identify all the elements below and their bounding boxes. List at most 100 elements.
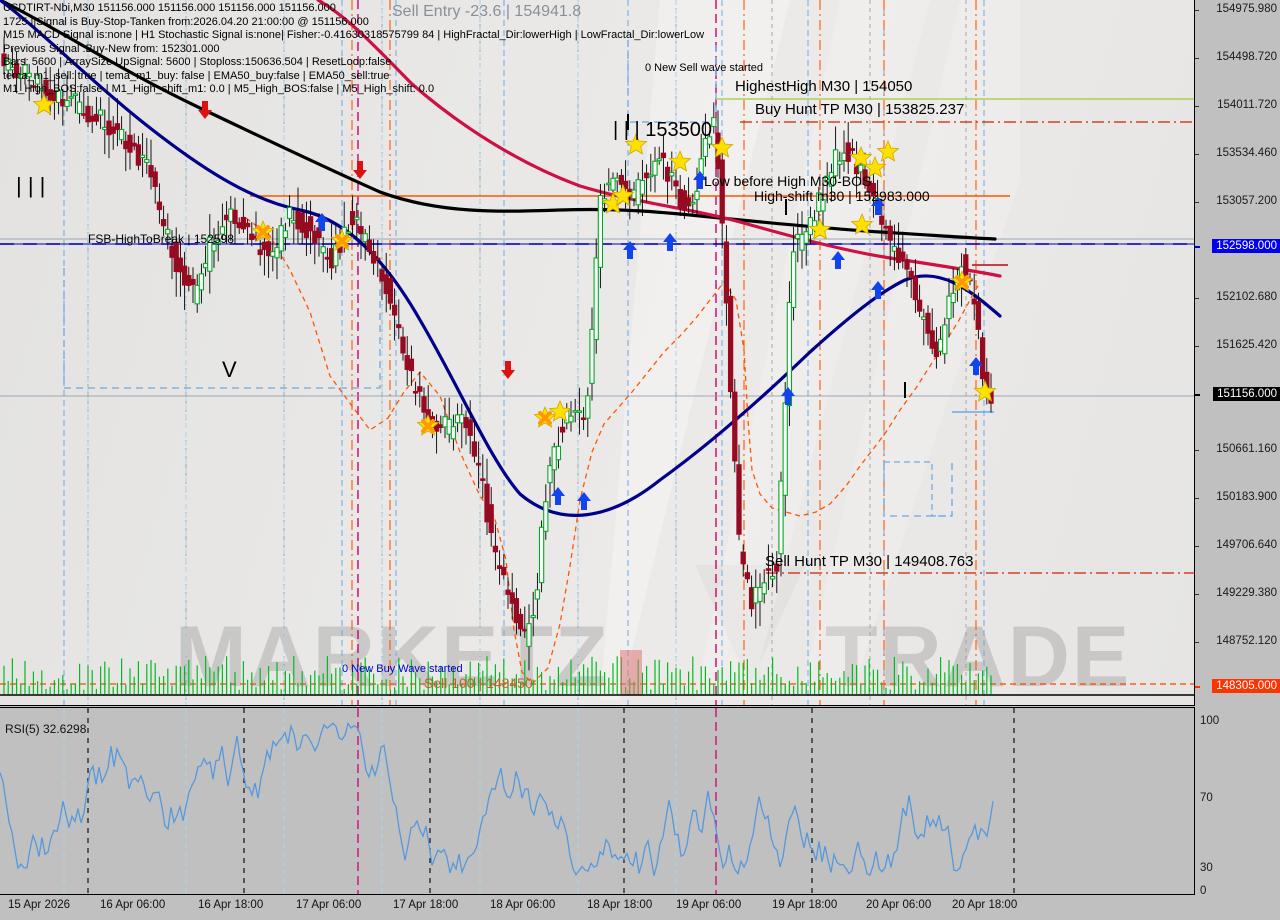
annotation-new-buy-wave: 0 New Buy Wave started bbox=[342, 663, 463, 675]
arrow-up-icon bbox=[969, 357, 983, 375]
price-tick-label: 151625.420 bbox=[1216, 339, 1277, 351]
arrow-up-icon bbox=[693, 171, 707, 189]
star-marker-icon bbox=[850, 212, 874, 235]
price-chart-pane[interactable]: MARKETZ TRADE bbox=[0, 0, 1194, 706]
watermark-text-suffix: TRADE bbox=[825, 609, 1132, 705]
info-line-0: USDTIRT-Nbi,M30 151156.000 151156.000 15… bbox=[3, 2, 336, 14]
time-tick-label: 15 Apr 2026 bbox=[8, 899, 71, 911]
time-tick-label: 16 Apr 18:00 bbox=[198, 899, 264, 911]
time-tick-label: 17 Apr 06:00 bbox=[296, 899, 362, 911]
price-tick-mark bbox=[1195, 346, 1199, 347]
arrow-down-icon bbox=[353, 161, 367, 179]
price-tick-mark bbox=[1195, 594, 1199, 595]
cross-marker-icon bbox=[421, 419, 435, 433]
price-tick-label: 150661.160 bbox=[1216, 443, 1277, 455]
chart-info-header: USDTIRT-Nbi,M30 151156.000 151156.000 15… bbox=[3, 2, 704, 97]
price-badge-tick bbox=[1195, 246, 1200, 248]
arrow-down-icon bbox=[198, 101, 212, 119]
arrow-up-icon bbox=[871, 197, 885, 215]
arrow-up-icon bbox=[831, 251, 845, 269]
sell-entry-label: Sell Entry -23.6 | 154941.8 bbox=[392, 3, 582, 20]
star-marker-icon bbox=[32, 92, 56, 115]
arrow-up-icon bbox=[315, 213, 329, 231]
time-tick-label: 17 Apr 18:00 bbox=[393, 899, 459, 911]
price-axis[interactable]: 154975.980 154498.720 154011.720 153534.460… bbox=[1194, 0, 1280, 706]
rsi-level-label: 0 bbox=[1200, 885, 1207, 897]
info-line-1: 1725 ||Signal is Buy-Stop-Tanken from:20… bbox=[3, 15, 369, 28]
price-tick-label: 149706.640 bbox=[1216, 539, 1277, 551]
annotation-sell-100: Sell 100 | 148450 bbox=[424, 675, 533, 691]
star-marker-icon bbox=[668, 149, 692, 172]
rsi-axis: 100 70 30 0 bbox=[1194, 707, 1280, 897]
price-tick-label: 152102.680 bbox=[1216, 291, 1277, 303]
time-axis[interactable]: 15 Apr 2026 16 Apr 06:00 16 Apr 18:00 17 Ap… bbox=[0, 896, 1280, 920]
annotation-mid-level-marker: | | | 153500 bbox=[613, 119, 712, 141]
info-line-5: tema_m1_sell: true | tema_m1_buy: false … bbox=[3, 69, 390, 82]
price-tick-label: 149229.380 bbox=[1216, 587, 1277, 599]
price-tick-label: 150183.900 bbox=[1216, 491, 1277, 503]
price-tick-mark bbox=[1195, 642, 1199, 643]
annotation-sell-hunt-tp: Sell Hunt TP M30 | 149408.763 bbox=[765, 553, 974, 570]
time-tick-label: 20 Apr 18:00 bbox=[952, 899, 1018, 911]
star-marker-icon bbox=[548, 399, 572, 422]
annotation-buy-hunt-tp: Buy Hunt TP M30 | 153825.237 bbox=[755, 101, 965, 118]
rsi-indicator-pane[interactable]: RSI(5) 32.6298 bbox=[0, 707, 1194, 895]
arrow-up-icon bbox=[623, 241, 637, 259]
arrow-up-icon bbox=[577, 492, 591, 510]
arrow-up-icon bbox=[551, 487, 565, 505]
cross-marker-icon bbox=[538, 411, 552, 425]
arrow-up-icon bbox=[663, 233, 677, 251]
bid-price-badge[interactable]: 152598.000 bbox=[1212, 239, 1280, 253]
rsi-label: RSI(5) 32.6298 bbox=[5, 722, 87, 736]
price-tick-mark bbox=[1195, 106, 1199, 107]
rsi-canvas bbox=[0, 708, 1015, 894]
cross-marker-icon bbox=[955, 275, 969, 289]
price-chart-canvas bbox=[0, 0, 1194, 705]
price-tick-mark bbox=[1195, 298, 1199, 299]
star-marker-icon bbox=[710, 135, 734, 158]
price-tick-label: 154975.980 bbox=[1216, 3, 1277, 15]
star-marker-icon bbox=[808, 217, 832, 240]
price-tick-label: 154011.720 bbox=[1217, 99, 1277, 111]
sell-level-badge[interactable]: 148305.000 bbox=[1212, 679, 1280, 693]
star-marker-icon bbox=[876, 139, 900, 162]
cross-marker-icon bbox=[256, 225, 270, 239]
info-line-4: Bars: 5600 | ArraySize UpSignal: 5600 | … bbox=[3, 56, 392, 68]
arrow-up-icon bbox=[781, 387, 795, 405]
price-tick-label: 153534.460 bbox=[1216, 147, 1277, 159]
info-line-6: M1_High_BOS:false | M1_High_shift_m1: 0.… bbox=[3, 83, 435, 95]
arrow-up-icon bbox=[871, 281, 885, 299]
annotation-highest-high: HighestHigh M30 | 154050 bbox=[735, 78, 913, 95]
annotation-left-bars-marker: | | | bbox=[16, 173, 46, 198]
time-tick-label: 20 Apr 06:00 bbox=[866, 899, 932, 911]
price-tick-mark bbox=[1195, 58, 1199, 59]
annotation-fsb-high-to-break: FSB-HighToBreak | 152598 bbox=[88, 232, 234, 246]
price-tick-mark bbox=[1195, 202, 1199, 203]
time-tick-label: 19 Apr 06:00 bbox=[676, 899, 742, 911]
arrow-down-icon bbox=[501, 361, 515, 379]
price-badge-tick bbox=[1195, 394, 1200, 396]
star-marker-icon bbox=[624, 132, 648, 155]
rsi-level-label: 30 bbox=[1200, 862, 1213, 874]
star-marker-icon bbox=[863, 155, 887, 178]
price-tick-mark bbox=[1195, 498, 1199, 499]
info-line-2: M15 MACD Signal is:none | H1 Stochastic … bbox=[3, 29, 705, 41]
price-tick-label: 154498.720 bbox=[1216, 51, 1277, 63]
annotation-high-shift-m30: High-shift m30 | 152983.000 bbox=[754, 188, 930, 204]
cross-marker-icon bbox=[335, 234, 349, 248]
price-tick-mark bbox=[1195, 10, 1199, 11]
last-price-badge[interactable]: 151156.000 bbox=[1213, 387, 1280, 401]
time-tick-label: 18 Apr 18:00 bbox=[587, 899, 653, 911]
price-tick-label: 148752.120 bbox=[1216, 635, 1277, 647]
time-tick-label: 16 Apr 06:00 bbox=[100, 899, 166, 911]
time-tick-label: 18 Apr 06:00 bbox=[490, 899, 556, 911]
price-tick-mark bbox=[1195, 154, 1199, 155]
annotation-v-marker: V bbox=[222, 357, 237, 382]
star-marker-icon bbox=[611, 183, 635, 206]
rsi-level-label: 70 bbox=[1200, 792, 1213, 804]
price-badge-tick bbox=[1195, 686, 1200, 688]
price-tick-label: 153057.200 bbox=[1216, 195, 1277, 207]
time-tick-label: 19 Apr 18:00 bbox=[772, 899, 838, 911]
star-marker-icon bbox=[849, 145, 873, 168]
